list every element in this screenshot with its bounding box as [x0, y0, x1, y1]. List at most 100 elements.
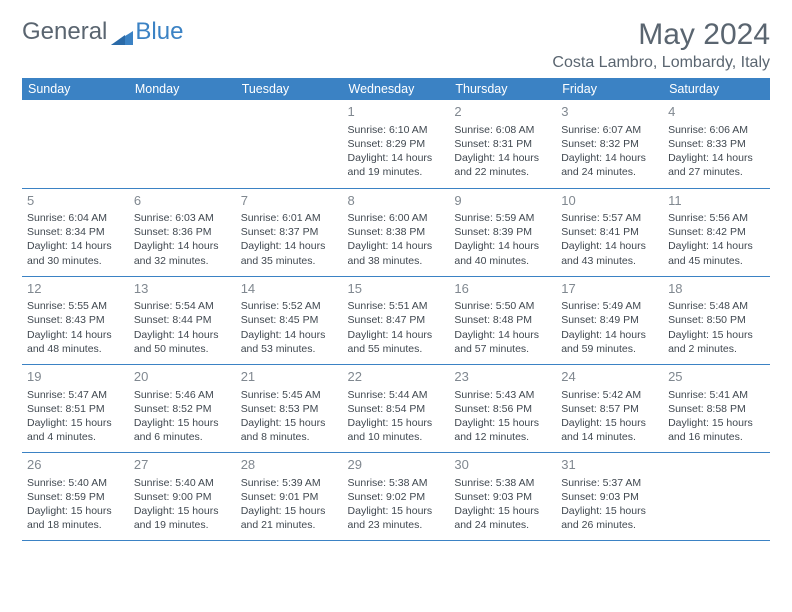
day-number: 9: [454, 192, 551, 210]
calendar-week-row: 5Sunrise: 6:04 AMSunset: 8:34 PMDaylight…: [22, 188, 770, 276]
calendar-day-cell: 6Sunrise: 6:03 AMSunset: 8:36 PMDaylight…: [129, 188, 236, 276]
day-number: 30: [454, 456, 551, 474]
calendar-day-cell: 24 Sunrise: 5:42 AMSunset: 8:57 PMDayligh…: [556, 364, 663, 452]
calendar-body: 1 Sunrise: 6:10 AMSunset: 8:29 PMDaylight…: [22, 100, 770, 541]
logo-text-general: General: [22, 18, 107, 46]
day-number: 27: [134, 456, 231, 474]
day-info: Sunrise: 6:03 AMSunset: 8:36 PMDaylight:…: [134, 211, 231, 268]
day-info: Sunrise: 6:06 AMSunset: 8:33 PMDaylight:…: [668, 123, 765, 180]
calendar-day-cell: 26Sunrise: 5:40 AMSunset: 8:59 PMDayligh…: [22, 453, 129, 541]
day-number: 1: [348, 103, 445, 121]
calendar-day-cell: [236, 100, 343, 188]
month-title: May 2024: [552, 18, 770, 52]
calendar-day-cell: 31Sunrise: 5:37 AMSunset: 9:03 PMDayligh…: [556, 453, 663, 541]
day-info: Sunrise: 5:44 AMSunset: 8:54 PMDaylight:…: [348, 388, 445, 445]
day-info: Sunrise: 5:47 AMSunset: 8:51 PMDaylight:…: [27, 388, 124, 445]
day-info: Sunrise: 5:42 AMSunset: 8:57 PMDaylight:…: [561, 388, 658, 445]
day-number: 5: [27, 192, 124, 210]
calendar-day-cell: 28Sunrise: 5:39 AMSunset: 9:01 PMDayligh…: [236, 453, 343, 541]
calendar-day-cell: 17Sunrise: 5:49 AMSunset: 8:49 PMDayligh…: [556, 276, 663, 364]
day-info: Sunrise: 6:07 AMSunset: 8:32 PMDaylight:…: [561, 123, 658, 180]
day-number: 31: [561, 456, 658, 474]
location-text: Costa Lambro, Lombardy, Italy: [552, 54, 770, 72]
calendar-week-row: 1 Sunrise: 6:10 AMSunset: 8:29 PMDaylight…: [22, 100, 770, 188]
calendar-day-cell: 18Sunrise: 5:48 AMSunset: 8:50 PMDayligh…: [663, 276, 770, 364]
calendar-day-cell: 16Sunrise: 5:50 AMSunset: 8:48 PMDayligh…: [449, 276, 556, 364]
day-number: 4: [668, 103, 765, 121]
day-number: 6: [134, 192, 231, 210]
day-number: 13: [134, 280, 231, 298]
day-number: 29: [348, 456, 445, 474]
calendar-week-row: 26Sunrise: 5:40 AMSunset: 8:59 PMDayligh…: [22, 453, 770, 541]
day-info: Sunrise: 5:48 AMSunset: 8:50 PMDaylight:…: [668, 299, 765, 356]
calendar-day-cell: 5Sunrise: 6:04 AMSunset: 8:34 PMDaylight…: [22, 188, 129, 276]
day-info: Sunrise: 5:45 AMSunset: 8:53 PMDaylight:…: [241, 388, 338, 445]
day-info: Sunrise: 5:51 AMSunset: 8:47 PMDaylight:…: [348, 299, 445, 356]
day-info: Sunrise: 6:00 AMSunset: 8:38 PMDaylight:…: [348, 211, 445, 268]
day-info: Sunrise: 5:56 AMSunset: 8:42 PMDaylight:…: [668, 211, 765, 268]
day-header: Friday: [556, 78, 663, 100]
day-number: 12: [27, 280, 124, 298]
day-header: Wednesday: [343, 78, 450, 100]
calendar-day-cell: 10Sunrise: 5:57 AMSunset: 8:41 PMDayligh…: [556, 188, 663, 276]
day-header: Monday: [129, 78, 236, 100]
calendar-day-cell: 4 Sunrise: 6:06 AMSunset: 8:33 PMDaylight…: [663, 100, 770, 188]
day-number: 2: [454, 103, 551, 121]
calendar-day-cell: 3Sunrise: 6:07 AMSunset: 8:32 PMDaylight…: [556, 100, 663, 188]
day-info: Sunrise: 5:59 AMSunset: 8:39 PMDaylight:…: [454, 211, 551, 268]
day-number: 7: [241, 192, 338, 210]
day-info: Sunrise: 5:43 AMSunset: 8:56 PMDaylight:…: [454, 388, 551, 445]
calendar-day-cell: 21Sunrise: 5:45 AMSunset: 8:53 PMDayligh…: [236, 364, 343, 452]
calendar-table: SundayMondayTuesdayWednesdayThursdayFrid…: [22, 78, 770, 541]
day-number: 24: [561, 368, 658, 386]
day-number: 8: [348, 192, 445, 210]
title-block: May 2024 Costa Lambro, Lombardy, Italy: [552, 18, 770, 72]
calendar-day-cell: 14Sunrise: 5:52 AMSunset: 8:45 PMDayligh…: [236, 276, 343, 364]
day-header: Sunday: [22, 78, 129, 100]
day-info: Sunrise: 5:57 AMSunset: 8:41 PMDaylight:…: [561, 211, 658, 268]
calendar-day-cell: 7Sunrise: 6:01 AMSunset: 8:37 PMDaylight…: [236, 188, 343, 276]
day-info: Sunrise: 6:01 AMSunset: 8:37 PMDaylight:…: [241, 211, 338, 268]
calendar-day-cell: 22 Sunrise: 5:44 AMSunset: 8:54 PMDayligh…: [343, 364, 450, 452]
day-info: Sunrise: 5:50 AMSunset: 8:48 PMDaylight:…: [454, 299, 551, 356]
day-header: Tuesday: [236, 78, 343, 100]
calendar-day-cell: 20 Sunrise: 5:46 AMSunset: 8:52 PMDayligh…: [129, 364, 236, 452]
calendar-week-row: 19 Sunrise: 5:47 AMSunset: 8:51 PMDayligh…: [22, 364, 770, 452]
calendar-day-cell: [22, 100, 129, 188]
calendar-header-row: SundayMondayTuesdayWednesdayThursdayFrid…: [22, 78, 770, 100]
day-info: Sunrise: 6:10 AMSunset: 8:29 PMDaylight:…: [348, 123, 445, 180]
day-number: 11: [668, 192, 765, 210]
day-info: Sunrise: 5:46 AMSunset: 8:52 PMDaylight:…: [134, 388, 231, 445]
calendar-day-cell: [129, 100, 236, 188]
calendar-day-cell: 1 Sunrise: 6:10 AMSunset: 8:29 PMDaylight…: [343, 100, 450, 188]
day-number: 20: [134, 368, 231, 386]
calendar-day-cell: 25Sunrise: 5:41 AMSunset: 8:58 PMDayligh…: [663, 364, 770, 452]
day-header: Saturday: [663, 78, 770, 100]
calendar-day-cell: 23Sunrise: 5:43 AMSunset: 8:56 PMDayligh…: [449, 364, 556, 452]
calendar-day-cell: 12Sunrise: 5:55 AMSunset: 8:43 PMDayligh…: [22, 276, 129, 364]
calendar-day-cell: 11Sunrise: 5:56 AMSunset: 8:42 PMDayligh…: [663, 188, 770, 276]
day-info: Sunrise: 6:08 AMSunset: 8:31 PMDaylight:…: [454, 123, 551, 180]
calendar-week-row: 12Sunrise: 5:55 AMSunset: 8:43 PMDayligh…: [22, 276, 770, 364]
day-info: Sunrise: 6:04 AMSunset: 8:34 PMDaylight:…: [27, 211, 124, 268]
calendar-day-cell: 29Sunrise: 5:38 AMSunset: 9:02 PMDayligh…: [343, 453, 450, 541]
day-number: 17: [561, 280, 658, 298]
day-info: Sunrise: 5:49 AMSunset: 8:49 PMDaylight:…: [561, 299, 658, 356]
calendar-day-cell: 13Sunrise: 5:54 AMSunset: 8:44 PMDayligh…: [129, 276, 236, 364]
day-info: Sunrise: 5:38 AMSunset: 9:03 PMDaylight:…: [454, 476, 551, 533]
day-number: 10: [561, 192, 658, 210]
calendar-day-cell: 9Sunrise: 5:59 AMSunset: 8:39 PMDaylight…: [449, 188, 556, 276]
logo: General Blue: [22, 18, 183, 46]
day-info: Sunrise: 5:52 AMSunset: 8:45 PMDaylight:…: [241, 299, 338, 356]
calendar-day-cell: 30 Sunrise: 5:38 AMSunset: 9:03 PMDayligh…: [449, 453, 556, 541]
calendar-day-cell: 19 Sunrise: 5:47 AMSunset: 8:51 PMDayligh…: [22, 364, 129, 452]
day-number: 15: [348, 280, 445, 298]
calendar-day-cell: 15Sunrise: 5:51 AMSunset: 8:47 PMDayligh…: [343, 276, 450, 364]
day-info: Sunrise: 5:39 AMSunset: 9:01 PMDaylight:…: [241, 476, 338, 533]
day-number: 18: [668, 280, 765, 298]
day-info: Sunrise: 5:41 AMSunset: 8:58 PMDaylight:…: [668, 388, 765, 445]
calendar-day-cell: 8Sunrise: 6:00 AMSunset: 8:38 PMDaylight…: [343, 188, 450, 276]
day-info: Sunrise: 5:40 AMSunset: 8:59 PMDaylight:…: [27, 476, 124, 533]
day-number: 19: [27, 368, 124, 386]
day-number: 22: [348, 368, 445, 386]
